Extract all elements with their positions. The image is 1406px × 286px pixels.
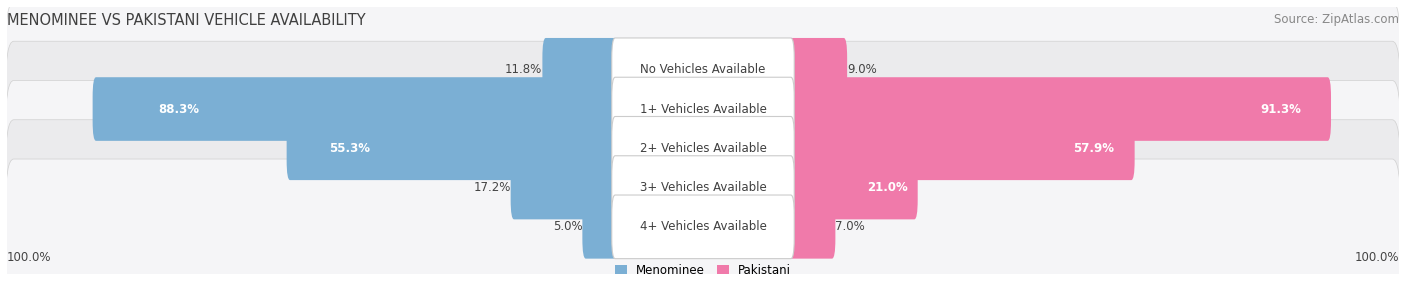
FancyBboxPatch shape: [612, 195, 794, 259]
Text: 100.0%: 100.0%: [1354, 251, 1399, 264]
FancyBboxPatch shape: [787, 38, 848, 102]
FancyBboxPatch shape: [787, 156, 918, 219]
Text: 91.3%: 91.3%: [1260, 103, 1301, 116]
FancyBboxPatch shape: [6, 159, 1400, 286]
FancyBboxPatch shape: [287, 116, 619, 180]
Text: 4+ Vehicles Available: 4+ Vehicles Available: [640, 220, 766, 233]
FancyBboxPatch shape: [543, 38, 619, 102]
Text: 11.8%: 11.8%: [505, 63, 543, 76]
FancyBboxPatch shape: [787, 195, 835, 259]
FancyBboxPatch shape: [612, 38, 794, 102]
Text: 100.0%: 100.0%: [7, 251, 52, 264]
Text: 2+ Vehicles Available: 2+ Vehicles Available: [640, 142, 766, 155]
Legend: Menominee, Pakistani: Menominee, Pakistani: [610, 259, 796, 281]
Text: 55.3%: 55.3%: [329, 142, 370, 155]
Text: 7.0%: 7.0%: [835, 220, 865, 233]
FancyBboxPatch shape: [93, 77, 619, 141]
FancyBboxPatch shape: [787, 77, 1331, 141]
Text: 21.0%: 21.0%: [868, 181, 908, 194]
Text: 5.0%: 5.0%: [553, 220, 582, 233]
Text: 57.9%: 57.9%: [1073, 142, 1114, 155]
FancyBboxPatch shape: [787, 116, 1135, 180]
FancyBboxPatch shape: [582, 195, 619, 259]
FancyBboxPatch shape: [6, 120, 1400, 255]
Text: 88.3%: 88.3%: [159, 103, 200, 116]
FancyBboxPatch shape: [612, 77, 794, 141]
Text: 3+ Vehicles Available: 3+ Vehicles Available: [640, 181, 766, 194]
FancyBboxPatch shape: [612, 156, 794, 219]
FancyBboxPatch shape: [612, 116, 794, 180]
Text: MENOMINEE VS PAKISTANI VEHICLE AVAILABILITY: MENOMINEE VS PAKISTANI VEHICLE AVAILABIL…: [7, 13, 366, 28]
Text: Source: ZipAtlas.com: Source: ZipAtlas.com: [1274, 13, 1399, 26]
FancyBboxPatch shape: [6, 80, 1400, 216]
Text: 9.0%: 9.0%: [848, 63, 877, 76]
FancyBboxPatch shape: [6, 41, 1400, 177]
FancyBboxPatch shape: [6, 2, 1400, 138]
Text: No Vehicles Available: No Vehicles Available: [640, 63, 766, 76]
Text: 17.2%: 17.2%: [474, 181, 510, 194]
FancyBboxPatch shape: [510, 156, 619, 219]
Text: 1+ Vehicles Available: 1+ Vehicles Available: [640, 103, 766, 116]
